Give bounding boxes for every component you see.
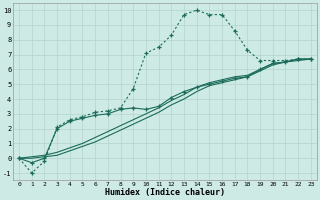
X-axis label: Humidex (Indice chaleur): Humidex (Indice chaleur) (105, 188, 225, 197)
